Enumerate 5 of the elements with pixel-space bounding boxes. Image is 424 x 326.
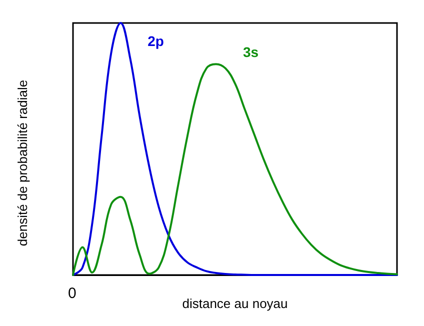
text: 0 (68, 285, 76, 302)
x-axis-title: distance au noyau (182, 296, 288, 311)
series-label: 2p (148, 33, 164, 49)
y-axis-title: densité de probabilité radiale (15, 80, 30, 246)
series-label: 3s (242, 44, 259, 60)
